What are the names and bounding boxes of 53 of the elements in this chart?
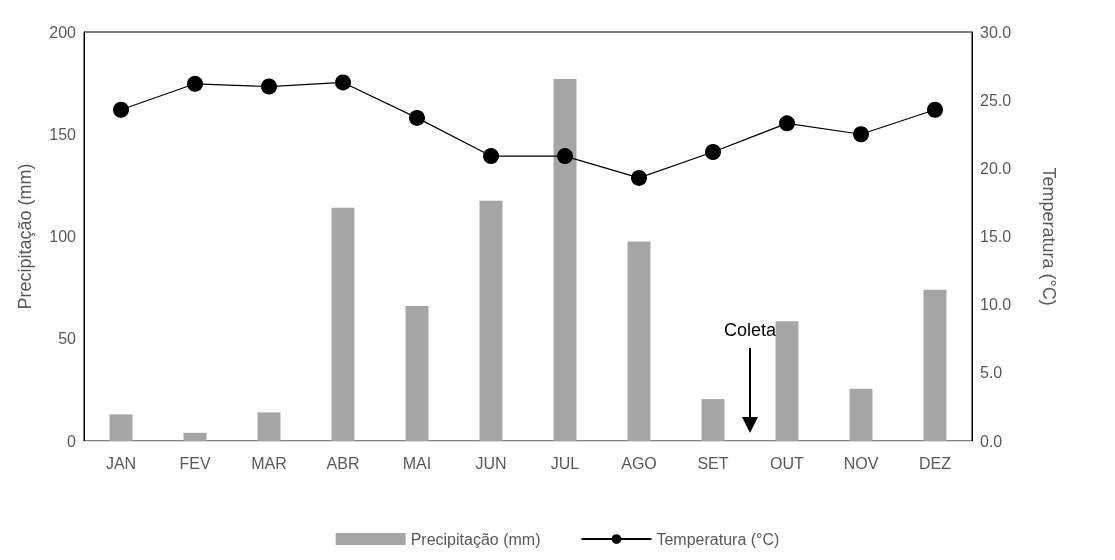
point xyxy=(557,148,573,165)
bar xyxy=(849,388,873,441)
y-tick-label: 150 xyxy=(49,125,77,143)
x-tick-label: AGO xyxy=(621,454,657,472)
y-tick-label: 0 xyxy=(67,432,77,450)
bar xyxy=(257,412,281,441)
y2-tick-label: 30.0 xyxy=(980,23,1012,41)
bar xyxy=(405,306,429,441)
x-tick-label: FEV xyxy=(179,454,211,472)
legend-label: Precipitação (mm) xyxy=(410,530,541,548)
x-tick-label: MAI xyxy=(402,454,432,472)
point xyxy=(631,169,647,186)
y2-tick-label: 20.0 xyxy=(980,159,1012,177)
y2-tick-label: 10.0 xyxy=(980,296,1012,314)
y-tick-label: 200 xyxy=(49,23,77,41)
point xyxy=(483,148,499,165)
x-tick-label: OUT xyxy=(770,454,805,472)
point xyxy=(335,74,351,91)
x-tick-label: JUL xyxy=(550,454,580,472)
bar xyxy=(183,432,207,441)
y2-tick-label: 25.0 xyxy=(980,91,1012,109)
x-tick-label: SET xyxy=(697,454,729,472)
point xyxy=(927,101,943,118)
bar xyxy=(331,207,355,441)
point xyxy=(187,75,203,92)
y2-axis-title: Temperatura (°C) xyxy=(1039,167,1059,306)
bar xyxy=(627,241,651,441)
x-tick-label: JUN xyxy=(475,454,507,472)
y-tick-label: 100 xyxy=(49,228,77,245)
legend-label: Temperatura (°C) xyxy=(656,530,780,548)
x-tick-label: ABR xyxy=(326,454,360,472)
bar xyxy=(553,79,577,441)
bar xyxy=(701,399,725,441)
bar xyxy=(109,414,133,441)
y2-tick-label: 0.0 xyxy=(980,432,1003,450)
annotation: Coleta xyxy=(723,320,777,340)
bar xyxy=(479,200,503,441)
bar xyxy=(923,289,947,441)
x-tick-label: JAN xyxy=(105,454,137,472)
point xyxy=(113,101,129,118)
y2-tick-label: 5.0 xyxy=(980,364,1003,382)
point xyxy=(409,109,425,126)
x-tick-label: NOV xyxy=(843,454,879,472)
y-axis-title: Precipitação (mm) xyxy=(15,163,35,310)
point xyxy=(853,126,869,143)
point xyxy=(705,143,721,160)
y2-tick-label: 15.0 xyxy=(980,228,1012,245)
point xyxy=(261,78,277,95)
y-tick-label: 50 xyxy=(58,330,77,348)
x-tick-label: DEZ xyxy=(919,454,952,472)
bar xyxy=(775,321,799,441)
x-tick-label: MAR xyxy=(251,454,287,472)
point xyxy=(779,115,795,132)
